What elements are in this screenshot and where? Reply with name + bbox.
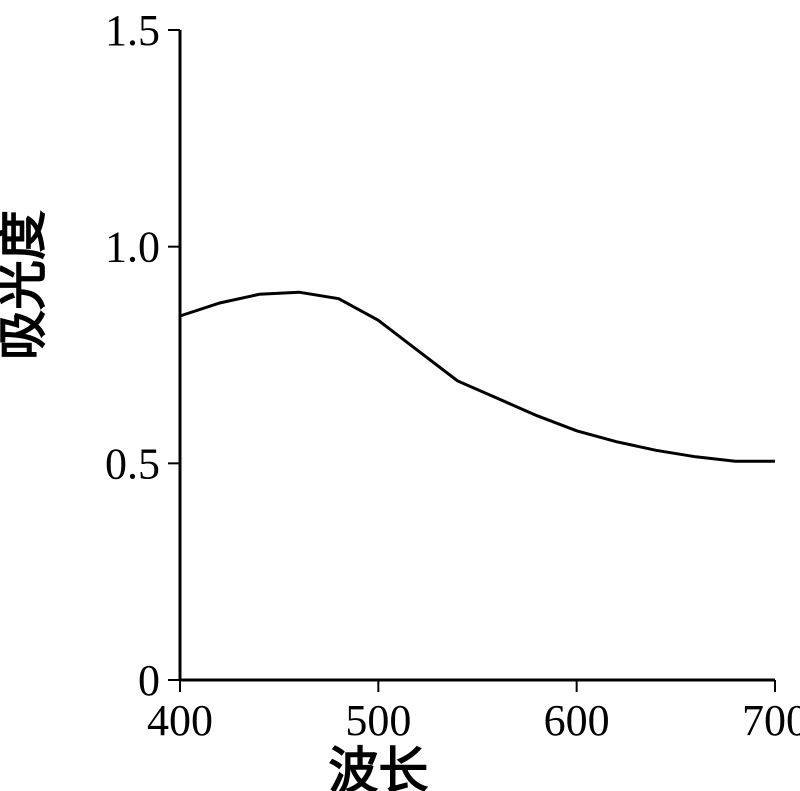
x-tick-label: 700 <box>742 696 800 745</box>
x-tick-label: 500 <box>345 696 411 745</box>
y-tick-label: 1.0 <box>105 223 160 272</box>
x-tick-label: 600 <box>544 696 610 745</box>
y-tick-label: 0.5 <box>105 439 160 488</box>
absorbance-chart: 40050060070000.51.01.5波长吸光度 <box>0 0 800 791</box>
y-tick-label: 0 <box>138 656 160 705</box>
x-axis-label: 波长 <box>328 743 428 791</box>
y-tick-label: 1.5 <box>105 6 160 55</box>
chart-container: 40050060070000.51.01.5波长吸光度 <box>0 0 800 791</box>
y-axis-label: 吸光度 <box>0 210 51 360</box>
absorbance-curve <box>180 292 775 461</box>
